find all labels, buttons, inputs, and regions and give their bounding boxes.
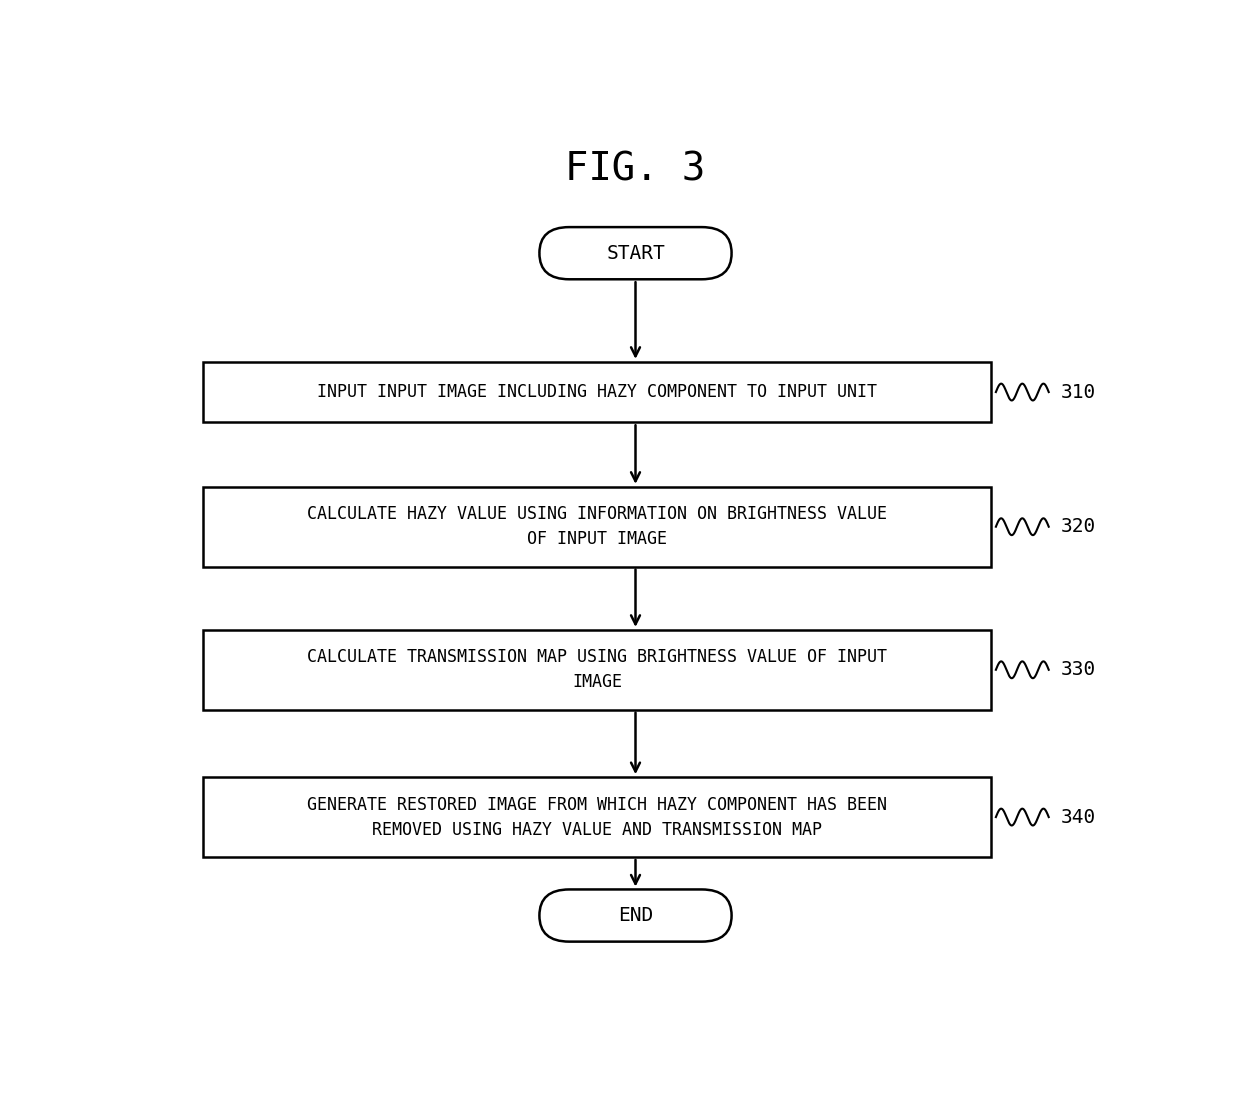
Text: GENERATE RESTORED IMAGE FROM WHICH HAZY COMPONENT HAS BEEN
REMOVED USING HAZY VA: GENERATE RESTORED IMAGE FROM WHICH HAZY … [308,796,887,838]
Text: FIG. 3: FIG. 3 [565,150,706,188]
FancyBboxPatch shape [203,777,991,857]
FancyBboxPatch shape [203,362,991,422]
Text: CALCULATE HAZY VALUE USING INFORMATION ON BRIGHTNESS VALUE
OF INPUT IMAGE: CALCULATE HAZY VALUE USING INFORMATION O… [308,505,887,549]
Text: 320: 320 [1060,517,1095,537]
Text: START: START [606,244,665,262]
Text: 310: 310 [1060,383,1095,401]
Text: CALCULATE TRANSMISSION MAP USING BRIGHTNESS VALUE OF INPUT
IMAGE: CALCULATE TRANSMISSION MAP USING BRIGHTN… [308,648,887,691]
Text: INPUT INPUT IMAGE INCLUDING HAZY COMPONENT TO INPUT UNIT: INPUT INPUT IMAGE INCLUDING HAZY COMPONE… [317,383,877,401]
Text: 340: 340 [1060,808,1095,826]
FancyBboxPatch shape [203,486,991,566]
FancyBboxPatch shape [539,890,732,942]
FancyBboxPatch shape [539,227,732,280]
FancyBboxPatch shape [203,630,991,709]
Text: END: END [618,906,653,925]
Text: 330: 330 [1060,660,1095,679]
